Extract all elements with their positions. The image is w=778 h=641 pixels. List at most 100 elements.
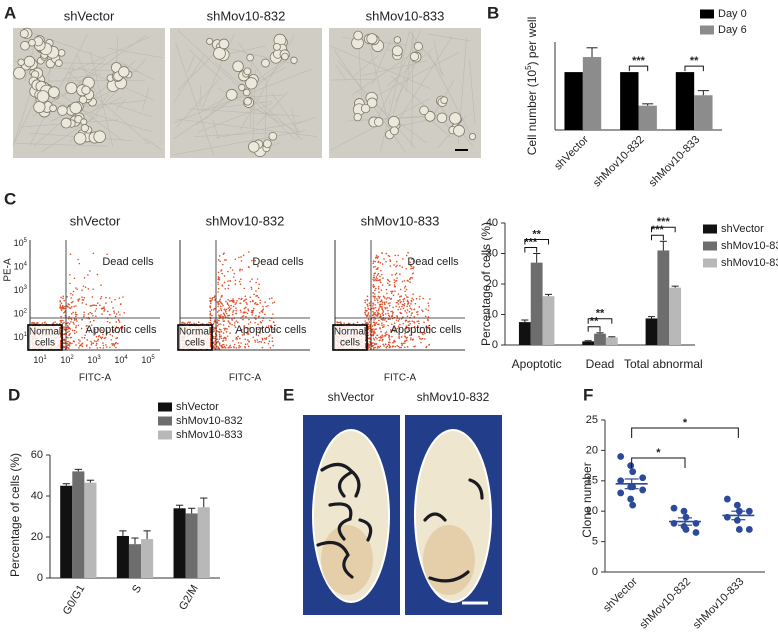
cell — [57, 49, 66, 57]
cell-event — [388, 334, 390, 336]
cell-event — [227, 304, 230, 307]
cell-event — [391, 274, 393, 276]
cell-event — [400, 342, 403, 345]
cell-event — [399, 346, 401, 349]
cell-event — [108, 313, 111, 316]
cell — [290, 56, 298, 64]
cell-event — [364, 346, 367, 348]
cell-event — [373, 319, 375, 321]
y-tick-label: 103 — [14, 285, 28, 296]
cell — [80, 124, 89, 133]
cell-event — [397, 293, 400, 295]
cell-event — [213, 295, 216, 297]
legend-swatch — [703, 224, 717, 234]
cell-event — [77, 324, 80, 327]
cell-event — [101, 329, 103, 331]
cell — [48, 86, 60, 98]
cell-event — [87, 288, 90, 290]
y-tick-label: 10 — [486, 308, 498, 320]
cell-event — [254, 301, 257, 304]
cell-event — [379, 337, 382, 339]
sig-label: ** — [596, 308, 605, 320]
micrograph — [12, 27, 165, 158]
cell-event — [106, 320, 109, 323]
cell-event — [416, 313, 419, 316]
texture — [41, 115, 98, 153]
cell-event — [383, 301, 386, 303]
cell-event — [265, 326, 268, 328]
cell-event — [377, 285, 380, 288]
cell-event — [404, 320, 407, 322]
cell-event — [397, 308, 399, 311]
cell-event — [105, 329, 108, 332]
cell-event — [68, 316, 71, 318]
cell-event — [248, 318, 250, 321]
cell-event — [214, 299, 216, 301]
cell-event — [231, 300, 234, 303]
cell-event — [373, 293, 376, 295]
cell-event — [422, 310, 424, 313]
cell-event — [379, 345, 382, 348]
cell-event — [403, 297, 406, 300]
cell-event — [213, 337, 215, 340]
cell — [248, 141, 260, 153]
cell-event — [244, 346, 246, 349]
cell-event — [60, 308, 62, 310]
cell-event — [43, 321, 46, 324]
bar — [185, 513, 198, 578]
cell-event — [101, 336, 104, 339]
cell-event — [378, 336, 380, 339]
cell-event — [400, 346, 403, 349]
cell-event — [60, 309, 63, 312]
cell-event — [100, 337, 103, 340]
dot — [733, 516, 741, 524]
cell-event — [383, 297, 386, 299]
cell-event — [226, 302, 229, 304]
bar — [694, 95, 713, 130]
cell-event — [364, 307, 367, 309]
cell-event — [68, 330, 70, 332]
bar — [173, 508, 186, 578]
legend-label: Day 6 — [718, 24, 747, 36]
cell-event — [232, 313, 234, 316]
cell-event — [219, 305, 222, 308]
cell-event — [116, 327, 118, 329]
cell-event — [218, 323, 220, 326]
cell-event — [247, 323, 250, 325]
cell-event — [244, 295, 247, 298]
cell-event — [368, 302, 371, 304]
cell-event — [272, 331, 275, 333]
cell-event — [252, 336, 254, 339]
cell — [242, 88, 251, 97]
cell-event — [271, 297, 273, 299]
cell-event — [220, 296, 223, 298]
cell-event — [398, 337, 401, 339]
cell-event — [387, 312, 389, 315]
cell — [245, 77, 258, 90]
cell-event — [364, 344, 367, 347]
dot — [617, 477, 625, 485]
cell-event — [238, 280, 241, 283]
cell-event — [99, 336, 102, 339]
cell-event — [225, 259, 227, 261]
texture — [13, 91, 32, 146]
cell-event — [376, 298, 378, 300]
cell-event — [219, 260, 221, 262]
x-tick-label: 103 — [87, 355, 101, 366]
cell-event — [374, 313, 377, 316]
cell — [391, 45, 403, 57]
cell-event — [374, 311, 376, 314]
cell — [468, 133, 477, 141]
cell-event — [408, 329, 411, 332]
cell-event — [86, 344, 88, 346]
cell-event — [376, 274, 379, 276]
tick-exp: 2 — [24, 308, 28, 314]
cell — [19, 29, 29, 39]
cell-event — [388, 315, 391, 318]
cell-event — [411, 277, 414, 279]
cell-event — [233, 343, 236, 346]
texture — [142, 87, 150, 111]
cell-event — [114, 298, 116, 301]
bar — [84, 482, 97, 578]
cell-event — [374, 304, 377, 306]
